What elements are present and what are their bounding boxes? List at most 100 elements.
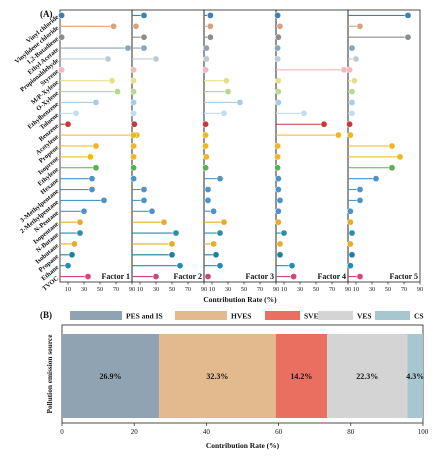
lollipop-point — [347, 207, 354, 215]
lollipop-point — [404, 33, 412, 41]
lollipop-point — [348, 251, 356, 259]
x-tick-label: 50 — [385, 286, 391, 293]
lollipop-point — [130, 77, 137, 85]
lollipop-point — [275, 186, 282, 193]
data-label: 14.2% — [290, 372, 312, 381]
lollipop-point — [58, 66, 65, 74]
factor-panel: 10 30 50 70 90 Factor 3 — [202, 9, 279, 293]
lollipop-point — [346, 66, 353, 74]
x-tick-label: 10 — [137, 286, 143, 293]
bar-segment — [326, 334, 408, 418]
x-tick-label: 50 — [313, 286, 319, 293]
lollipop-point — [92, 142, 100, 150]
x-tick-label: 70 — [257, 286, 263, 293]
lollipop-point — [204, 186, 212, 193]
lollipop-point — [80, 207, 88, 215]
lollipop-point — [396, 153, 404, 161]
lollipop-point — [388, 142, 396, 150]
lollipop-point — [87, 153, 94, 161]
lollipop-point — [290, 273, 297, 280]
lollipop-point — [347, 131, 354, 139]
lollipop-point — [202, 131, 209, 139]
lollipop-point — [64, 120, 72, 128]
lollipop-point — [348, 44, 356, 52]
lollipop-point — [72, 110, 80, 117]
lollipop-point — [130, 175, 137, 182]
lollipop-point — [64, 262, 72, 270]
legend-swatch — [175, 311, 227, 320]
lollipop-point — [58, 12, 65, 19]
lollipop-point — [88, 175, 96, 182]
x-tick-label: 90 — [345, 286, 351, 293]
lollipop-point — [320, 120, 328, 128]
lollipop-point — [275, 77, 282, 85]
lollipop-point — [216, 262, 224, 270]
lollipop-point — [275, 175, 282, 182]
lollipop-point — [152, 273, 160, 280]
legend-label: VES — [357, 312, 372, 321]
factor-label: Factor 2 — [173, 272, 202, 281]
x-tick-label: 90 — [417, 286, 423, 293]
lollipop-point — [140, 186, 148, 193]
lollipop-point — [346, 120, 353, 128]
bar-segment — [275, 334, 327, 418]
lollipop-point — [152, 55, 160, 63]
lollipop-point — [58, 33, 65, 41]
lollipop-point — [274, 142, 281, 150]
x-tick-label: 20 — [131, 428, 139, 436]
lollipop-point — [220, 110, 228, 117]
x-tick-label: 60 — [275, 428, 283, 436]
lollipop-point — [132, 22, 140, 30]
lollipop-point — [202, 66, 209, 74]
panel-a-label: (A) — [40, 9, 53, 19]
lollipop-point — [130, 164, 137, 172]
lollipop-point — [203, 153, 210, 161]
lollipop-point — [288, 262, 296, 270]
x-tick-label: 30 — [153, 286, 159, 293]
lollipop-point — [140, 44, 148, 52]
lollipop-point — [176, 262, 184, 270]
lollipop-point — [130, 66, 137, 74]
x-tick-label: 70 — [185, 286, 191, 293]
lollipop-point — [88, 186, 96, 193]
x-tick-label: 90 — [273, 286, 279, 293]
x-tick-label: 70 — [113, 286, 119, 293]
lollipop-point — [274, 164, 281, 172]
lollipop-point — [372, 175, 380, 182]
x-tick-label: 30 — [297, 286, 303, 293]
factor-panel: 10 30 50 70 90 Factor 5 — [346, 9, 423, 293]
factor-label: Factor 4 — [317, 272, 346, 281]
lollipop-point — [356, 22, 364, 30]
lollipop-point — [207, 22, 214, 30]
legend-label: CS — [414, 312, 424, 321]
legend-label: SVES — [304, 312, 323, 321]
lollipop-point — [216, 229, 224, 237]
factor-panel: 10 30 50 70 90 Factor 4 — [274, 9, 351, 293]
factor-label: Factor 3 — [245, 272, 274, 281]
lollipop-point — [224, 88, 232, 95]
lollipop-point — [202, 120, 209, 128]
lollipop-point — [84, 273, 92, 280]
x-tick-label: 10 — [281, 286, 287, 293]
lollipop-point — [274, 12, 281, 19]
panel-b-stacked-bar-chart: PES and IS HVES SVES VES CS 26.9% 32.3% 14.2% 22… — [45, 311, 429, 450]
x-tick-label: 10 — [353, 286, 359, 293]
lollipop-point — [210, 207, 217, 215]
lollipop-point — [351, 77, 358, 85]
x-tick-label: 30 — [225, 286, 231, 293]
legend-swatch — [70, 311, 122, 320]
lollipop-point — [140, 12, 148, 19]
lollipop-point — [130, 142, 137, 150]
x-tick-label: 90 — [201, 286, 207, 293]
lollipop-point — [76, 218, 84, 226]
factor-label: Factor 5 — [389, 272, 418, 281]
lollipop-point — [92, 164, 100, 172]
lollipop-point — [130, 131, 137, 139]
x-tick-label: 100 — [418, 428, 429, 436]
factor-label: Factor 1 — [101, 272, 130, 281]
lollipop-point — [275, 33, 282, 41]
lollipop-point — [168, 251, 176, 259]
x-tick-label: 10 — [209, 286, 215, 293]
lollipop-point — [100, 197, 108, 204]
lollipop-point — [348, 99, 356, 106]
